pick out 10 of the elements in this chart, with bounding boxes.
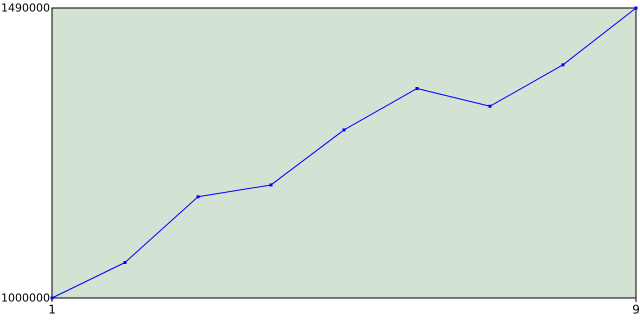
y-tick-label: 1490000 bbox=[1, 2, 50, 15]
point bbox=[270, 183, 272, 186]
line-series bbox=[50, 6, 638, 300]
point bbox=[342, 128, 346, 132]
x-tick-label: 9 bbox=[632, 302, 640, 317]
point bbox=[196, 195, 200, 198]
y-tick-label: 1000000 bbox=[1, 292, 50, 305]
point bbox=[488, 104, 492, 108]
x-tick-label: 1 bbox=[48, 302, 56, 317]
point bbox=[562, 63, 564, 66]
